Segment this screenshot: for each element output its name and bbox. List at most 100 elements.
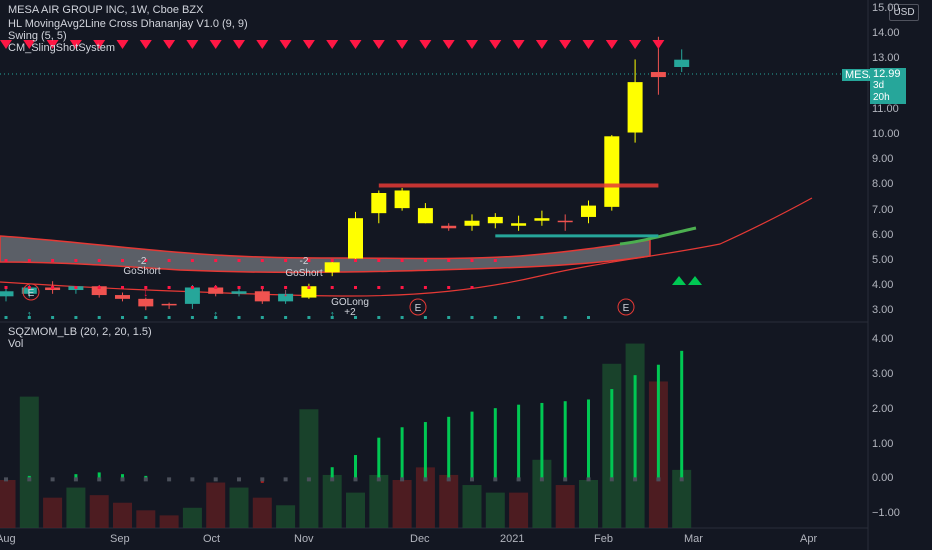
- indicator-name: SQZMOM_LB (20, 2, 20, 1.5): [8, 326, 152, 338]
- golong-value: +2: [344, 307, 356, 318]
- momentum-bar: [97, 472, 101, 480]
- earnings-marker[interactable]: E: [617, 298, 635, 316]
- sell-marker-icon: [442, 40, 455, 49]
- sell-marker-icon: [559, 40, 572, 49]
- candle-body: [138, 298, 154, 307]
- swing-dot: [4, 286, 8, 289]
- squeeze-dot: [470, 477, 474, 482]
- swing-dot: [121, 316, 124, 319]
- candle-body: [324, 262, 340, 273]
- swing-dot: [27, 259, 31, 262]
- momentum-bar: [680, 350, 684, 480]
- squeeze-dot: [97, 477, 102, 482]
- swing-dot: [167, 316, 171, 319]
- sell-marker-icon: [372, 40, 385, 49]
- candle-body: [371, 193, 387, 214]
- swing-dot: [74, 259, 78, 262]
- swing-dot: [447, 259, 451, 262]
- oscillator-tick-label: 0.00: [872, 472, 894, 485]
- volume-bar: [229, 487, 249, 528]
- candle-body: [650, 72, 666, 78]
- swing-dot: [354, 316, 357, 319]
- oscillator-tick-label: 3.00: [872, 368, 894, 381]
- squeeze-dot: [656, 477, 661, 482]
- indicator-legend-swing[interactable]: Swing (5, 5): [8, 30, 67, 43]
- indicator-legend-sqzmom[interactable]: SQZMOM_LB (20, 2, 20, 1.5): [8, 326, 152, 339]
- volume-bar: [206, 482, 226, 528]
- sell-marker-icon: [535, 40, 548, 49]
- sell-marker-icon: [652, 40, 665, 49]
- swing-dot: [260, 259, 264, 262]
- swing-dot: [214, 316, 218, 319]
- swing-dot: [284, 316, 288, 319]
- candle-body: [21, 287, 37, 294]
- volume-bar: [509, 492, 529, 528]
- sell-marker-icon: [209, 40, 222, 49]
- candle-body: [184, 287, 200, 304]
- symbol-legend[interactable]: MESA AIR GROUP INC, 1W, Cboe BZX: [8, 4, 203, 17]
- swing-dot: [27, 316, 31, 319]
- earnings-marker[interactable]: E: [409, 298, 427, 316]
- moving-average-long: [0, 197, 813, 297]
- sell-marker-icon: [512, 40, 525, 49]
- swing-dot: [260, 286, 264, 289]
- swing-dot: [284, 286, 288, 289]
- squeeze-dot: [4, 477, 8, 482]
- swing-dot: [540, 316, 544, 319]
- price-tick-label: 14.00: [872, 27, 900, 40]
- currency-button[interactable]: USD: [889, 4, 919, 21]
- swing-dot: [423, 316, 427, 319]
- swing-dot: [563, 316, 567, 319]
- volume-bar: [113, 502, 132, 528]
- swing-dot: [121, 259, 124, 262]
- swing-dot: [423, 259, 427, 262]
- volume-bar: [43, 497, 63, 528]
- squeeze-dot: [73, 477, 78, 482]
- swing-dot: [377, 286, 381, 289]
- swing-dot: [144, 286, 148, 289]
- candle-body: [0, 291, 14, 297]
- swing-dot: [51, 259, 55, 262]
- sell-marker-icon: [279, 40, 292, 49]
- volume-bar: [579, 480, 598, 528]
- sell-marker-icon: [489, 40, 502, 49]
- squeeze-dot: [563, 477, 568, 482]
- candle-body: [511, 223, 527, 226]
- sell-marker-icon: [629, 40, 642, 49]
- sell-marker-icon: [186, 40, 199, 49]
- indicator-legend-hl-ma[interactable]: HL MovingAvg2Line Cross Dhananjay V1.0 (…: [8, 18, 248, 31]
- oscillator-tick-label: 1.00: [872, 437, 894, 450]
- candle-body: [348, 218, 363, 259]
- swing-dot: [74, 316, 78, 319]
- time-tick-label: Mar: [684, 533, 703, 545]
- goshort-label-2: GoShort: [285, 268, 322, 279]
- earnings-marker[interactable]: E: [22, 283, 40, 301]
- time-tick-label: Nov: [294, 533, 314, 545]
- symbol-title: MESA AIR GROUP INC, 1W, Cboe BZX: [8, 4, 204, 16]
- sell-marker-icon: [256, 40, 269, 49]
- candle-body: [278, 293, 294, 302]
- swing-dot: [400, 259, 404, 262]
- sell-marker-icon: [396, 40, 409, 49]
- time-tick-label: 2021: [500, 533, 525, 545]
- sell-marker-icon: [582, 40, 595, 49]
- squeeze-dot: [679, 477, 684, 482]
- swing-dot: [470, 286, 474, 289]
- candle-body: [627, 82, 643, 133]
- price-tick-label: 3.00: [872, 304, 894, 317]
- sell-marker-icon: [233, 40, 245, 49]
- price-tick-label: 5.00: [872, 254, 894, 267]
- indicator-legend-slingshot[interactable]: CM_SlingShotSystem: [8, 42, 115, 55]
- volume-bar: [532, 459, 552, 528]
- indicator-name: Swing (5, 5): [8, 30, 67, 42]
- squeeze-dot: [516, 477, 521, 482]
- swing-dot: [330, 316, 334, 319]
- swing-dot: [190, 316, 194, 319]
- candle-body: [581, 205, 596, 217]
- volume-bar: [276, 505, 296, 528]
- indicator-legend-vol[interactable]: Vol: [8, 338, 23, 351]
- swing-dot: [377, 316, 381, 319]
- sell-marker-icon: [326, 40, 339, 49]
- volume-bar: [439, 474, 459, 528]
